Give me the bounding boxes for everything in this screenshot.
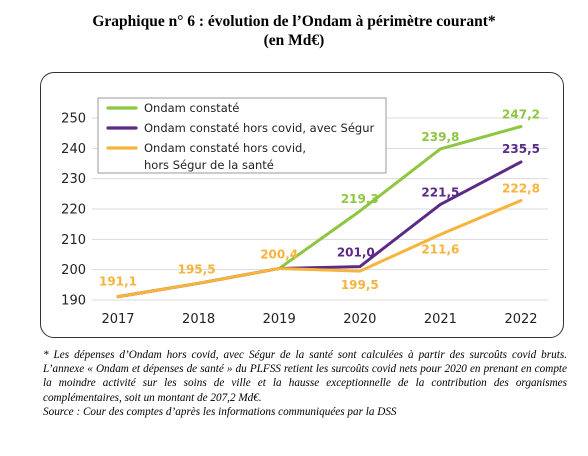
y-tick-label: 220 bbox=[61, 203, 86, 218]
data-label: 222,8 bbox=[502, 182, 540, 196]
chart-title: Graphique n° 6 : évolution de l’Ondam à … bbox=[0, 12, 588, 50]
legend-box bbox=[97, 97, 387, 174]
footnotes: * Les dépenses d’Ondam hors covid, avec … bbox=[43, 348, 567, 419]
data-label: 219,3 bbox=[341, 192, 379, 206]
legend-label: Ondam constaté hors covid, bbox=[144, 141, 306, 155]
data-label: 211,6 bbox=[421, 242, 459, 256]
x-tick-label: 2017 bbox=[101, 312, 134, 327]
data-label: 200,4 bbox=[260, 247, 298, 261]
series-line bbox=[116, 160, 523, 299]
legend-label: hors Ségur de la santé bbox=[144, 158, 274, 172]
footnote-text: * Les dépenses d’Ondam hors covid, avec … bbox=[43, 349, 567, 404]
series-line bbox=[116, 199, 523, 299]
x-tick-label: 2019 bbox=[263, 312, 296, 327]
data-label: 191,1 bbox=[99, 275, 137, 289]
legend-label: Ondam constaté hors covid, avec Ségur bbox=[144, 121, 375, 135]
y-tick-label: 240 bbox=[61, 142, 86, 157]
data-label: 247,2 bbox=[502, 107, 540, 121]
y-tick-label: 200 bbox=[61, 263, 86, 278]
data-label: 199,5 bbox=[341, 278, 379, 292]
data-label: 235,5 bbox=[502, 142, 540, 156]
data-label: 195,5 bbox=[178, 262, 216, 276]
y-tick-label: 230 bbox=[61, 172, 86, 187]
chart-title-line2: (en Md€) bbox=[263, 32, 325, 49]
y-tick-label: 210 bbox=[61, 233, 86, 248]
data-label: 221,5 bbox=[421, 185, 459, 199]
y-tick-label: 190 bbox=[61, 294, 86, 309]
data-label: 201,0 bbox=[337, 246, 375, 260]
legend-label: Ondam constaté bbox=[144, 101, 239, 115]
x-tick-label: 2021 bbox=[424, 312, 457, 327]
x-tick-label: 2020 bbox=[343, 312, 376, 327]
y-tick-label: 250 bbox=[61, 112, 86, 127]
x-tick-label: 2018 bbox=[182, 312, 215, 327]
x-tick-label: 2022 bbox=[504, 312, 537, 327]
data-label: 239,8 bbox=[421, 130, 459, 144]
chart-title-line1: Graphique n° 6 : évolution de l’Ondam à … bbox=[92, 13, 496, 30]
source-text: Source : Cour des comptes d’après les in… bbox=[43, 405, 397, 418]
